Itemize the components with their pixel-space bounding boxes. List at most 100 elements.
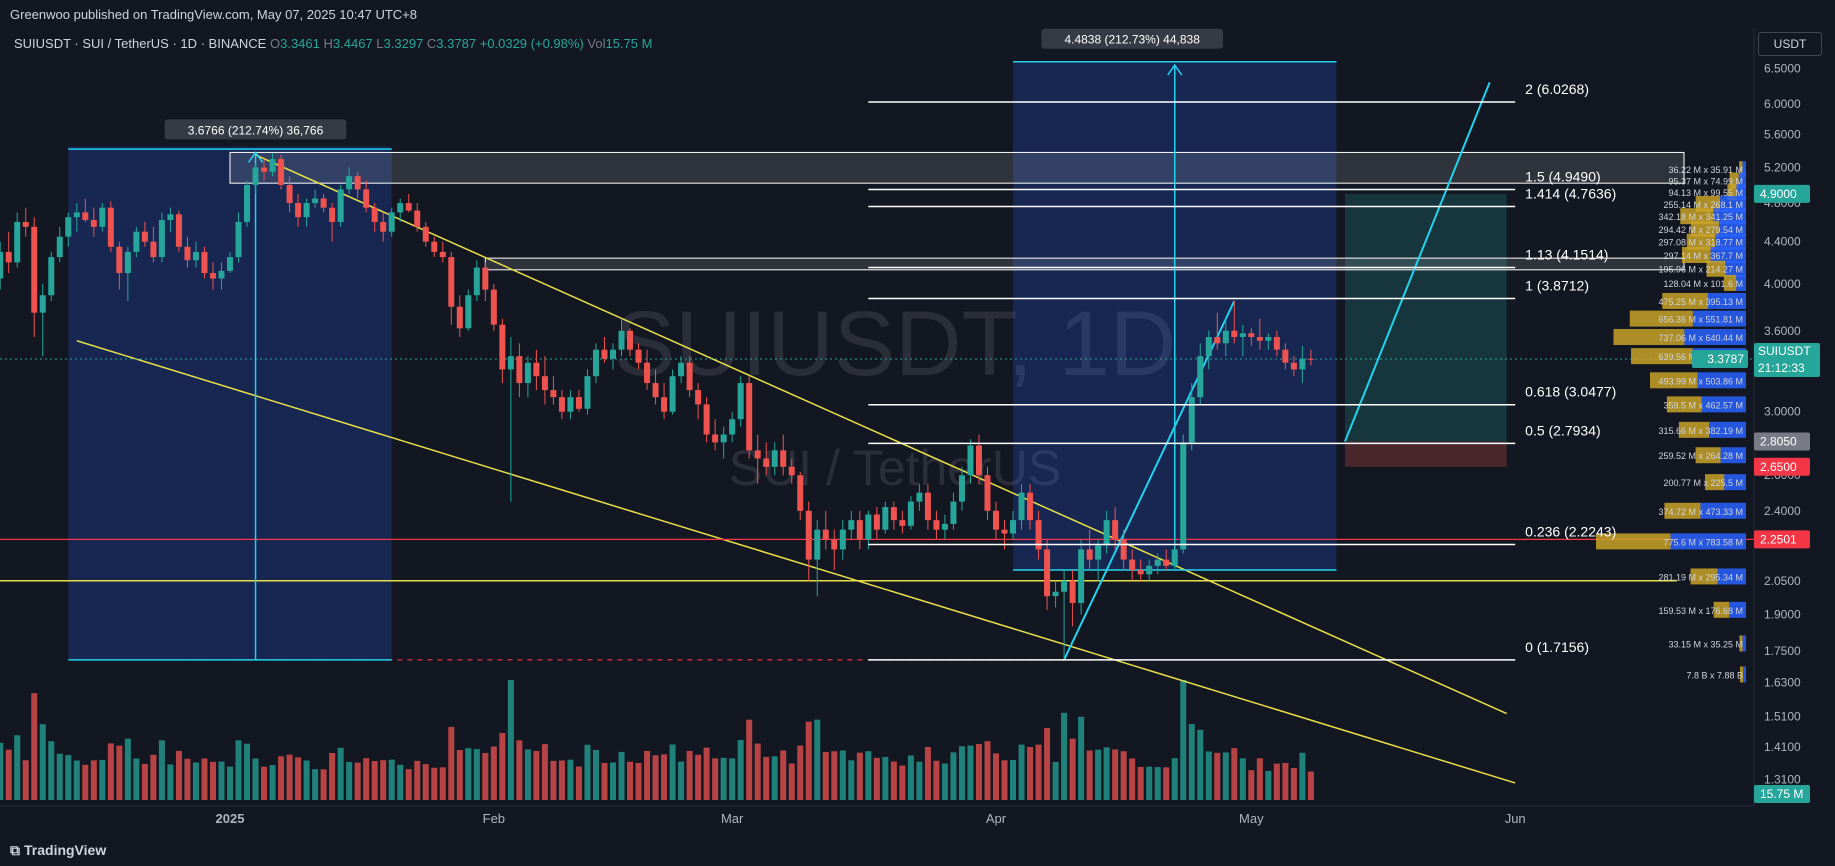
volume-bar <box>56 753 63 800</box>
candle-body <box>737 383 744 420</box>
volume-profile-label: 775.6 M x 783.58 M <box>1663 537 1743 547</box>
candle-body <box>39 295 46 313</box>
low-label: L <box>376 36 384 51</box>
volume-bar <box>380 760 387 800</box>
candle-body <box>312 198 319 204</box>
candle-body <box>124 251 131 274</box>
candle-body <box>116 246 123 274</box>
volume-bar <box>5 749 12 800</box>
candle-body <box>567 397 574 412</box>
candle-body <box>244 184 251 222</box>
volume-bar <box>1129 758 1136 800</box>
volume-bar <box>763 756 770 800</box>
volume-profile-label: 33.15 M x 35.25 M <box>1668 639 1743 649</box>
volume-bar <box>465 748 472 800</box>
volume-bar <box>567 759 574 800</box>
volume-profile-down-bar <box>1742 161 1746 178</box>
candle-body <box>712 434 719 443</box>
volume-bar <box>950 752 957 800</box>
candle-body <box>533 362 540 377</box>
volume-profile-down-bar <box>1742 635 1746 652</box>
currency-selector[interactable]: USDT <box>1758 32 1822 56</box>
candle-body <box>1103 520 1110 546</box>
price-tick-label: 5.6000 <box>1764 128 1801 142</box>
volume-bar <box>695 754 702 800</box>
volume-bar <box>737 739 744 800</box>
volume-bar <box>1018 744 1025 800</box>
candle-body <box>99 207 106 227</box>
open-value: 3.3461 <box>280 36 320 51</box>
candle-body <box>1248 333 1255 337</box>
volume-profile-down-bar <box>1692 310 1746 327</box>
candle-body <box>1171 549 1178 566</box>
candle-body <box>31 226 38 313</box>
candle-body <box>822 529 829 540</box>
volume-bar <box>278 756 285 800</box>
volume-bar <box>822 751 829 800</box>
candle-body <box>1095 545 1102 560</box>
volume-bar <box>592 749 599 800</box>
time-tick-label: 2025 <box>216 811 245 826</box>
volume-profile-label: 294.42 M x 279.54 M <box>1658 225 1743 235</box>
volume-profile-up-bar <box>1704 474 1725 491</box>
time-tick-label: Apr <box>986 811 1007 826</box>
price-tick-label: 3.6000 <box>1764 324 1801 338</box>
volume-bar <box>814 719 821 800</box>
candle-body <box>1154 559 1161 566</box>
volume-profile-label: 493.99 M x 503.86 M <box>1658 376 1743 386</box>
low-value: 3.3297 <box>383 36 424 51</box>
volume-profile-up-bar <box>1680 208 1714 225</box>
time-tick-label: May <box>1239 811 1264 826</box>
candle-body <box>380 221 387 232</box>
volume-bar <box>184 758 191 800</box>
volume-bar <box>907 755 914 800</box>
candle-body <box>754 450 761 459</box>
volume-profile-up-bar <box>1729 172 1739 189</box>
volume-bar <box>261 766 268 800</box>
volume-bar <box>346 761 353 800</box>
trendline-lower <box>76 340 1516 784</box>
watermark-sub: SUI / TetherUS <box>729 440 1062 496</box>
candle-body <box>797 475 804 511</box>
price-badge <box>1754 184 1810 203</box>
volume-bar <box>1069 738 1076 800</box>
volume-bar <box>235 740 242 800</box>
candle-body <box>158 220 165 258</box>
volume-bar <box>1154 767 1161 800</box>
measure-range-box-1 <box>68 146 392 660</box>
candle-body <box>541 376 548 391</box>
volume-bar <box>439 767 446 800</box>
tradingview-logo[interactable]: ⧉ TradingView <box>10 842 106 859</box>
volume-bar <box>124 738 131 800</box>
volume-profile-down-bar <box>1710 247 1746 264</box>
volume-profile-label: 656.36 M x 551.81 M <box>1658 315 1743 325</box>
volume-profile-label: 359.5 M x 462.57 M <box>1663 400 1743 410</box>
candle-body <box>644 362 651 384</box>
volume-bar <box>312 769 319 800</box>
volume-profile-label: 7.8 B x 7.88 B <box>1686 670 1743 680</box>
long-target-zone <box>1344 193 1507 442</box>
candle-body <box>1163 559 1170 566</box>
volume-profile-down-bar <box>1719 220 1746 237</box>
volume-profile-label: 259.52 M x 264.28 M <box>1658 451 1743 461</box>
last-price-value-bg <box>1692 349 1748 368</box>
candle-body <box>916 492 923 502</box>
symbol-title[interactable]: SUIUSDT · SUI / TetherUS · 1D · BINANCE <box>14 36 267 51</box>
volume-profile-down-bar <box>1707 292 1746 309</box>
volume-bar <box>652 755 659 800</box>
candle-body <box>661 397 668 412</box>
tradingview-logo-text: TradingView <box>24 842 107 858</box>
volume-bar <box>14 735 21 800</box>
fib-level-label: 0.618 (3.0477) <box>1525 384 1616 400</box>
candle-body <box>269 159 276 172</box>
volume-profile-down-bar <box>1736 274 1746 291</box>
volume-bar <box>227 766 233 800</box>
price-badge-label: 2.6500 <box>1760 460 1797 474</box>
candle-body <box>388 212 395 232</box>
candle-body <box>422 226 429 242</box>
volume-profile-up-bar <box>1740 666 1743 683</box>
volume-bar <box>1103 747 1110 800</box>
volume-bar <box>192 762 199 800</box>
candle-body <box>788 466 795 476</box>
